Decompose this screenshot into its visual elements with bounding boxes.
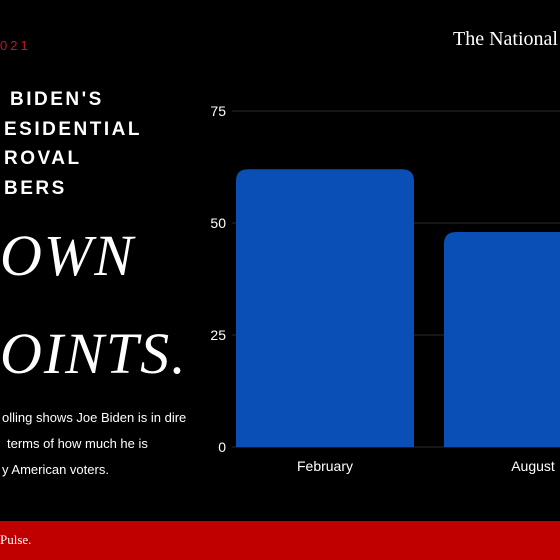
headline: BIDEN'S ESIDENTIAL ROVAL BERS bbox=[0, 85, 190, 203]
x-tick-label-august: August bbox=[511, 458, 555, 474]
headline-line-1: BIDEN'S bbox=[10, 89, 104, 110]
big-text-line-2: OINTS. bbox=[0, 321, 188, 386]
footer-bar: Pulse. bbox=[0, 521, 560, 560]
y-tick-label-75: 75 bbox=[210, 103, 226, 119]
bar-february bbox=[236, 169, 414, 448]
brand-name: The National bbox=[453, 28, 558, 50]
headline-line-3: ROVAL bbox=[4, 148, 82, 169]
y-tick-label-25: 25 bbox=[210, 327, 226, 343]
bar-august bbox=[444, 231, 560, 447]
bar-chart: 0 25 50 75 February August bbox=[210, 103, 560, 474]
y-tick-label-0: 0 bbox=[218, 439, 226, 455]
y-tick-label-50: 50 bbox=[210, 215, 226, 231]
x-tick-label-february: February bbox=[297, 458, 353, 474]
date-label: 021 bbox=[0, 38, 31, 53]
headline-line-2: ESIDENTIAL bbox=[4, 118, 142, 140]
body-text: olling shows Joe Biden is in dire terms … bbox=[0, 405, 205, 483]
headline-line-4: BERS bbox=[4, 177, 67, 199]
body-line-1: olling shows Joe Biden is in dire bbox=[2, 410, 187, 425]
footer-text: Pulse. bbox=[0, 532, 32, 547]
big-text-line-1: OWN bbox=[0, 223, 135, 288]
body-line-2: terms of how much he is bbox=[7, 436, 148, 451]
body-line-3: y American voters. bbox=[2, 462, 109, 477]
